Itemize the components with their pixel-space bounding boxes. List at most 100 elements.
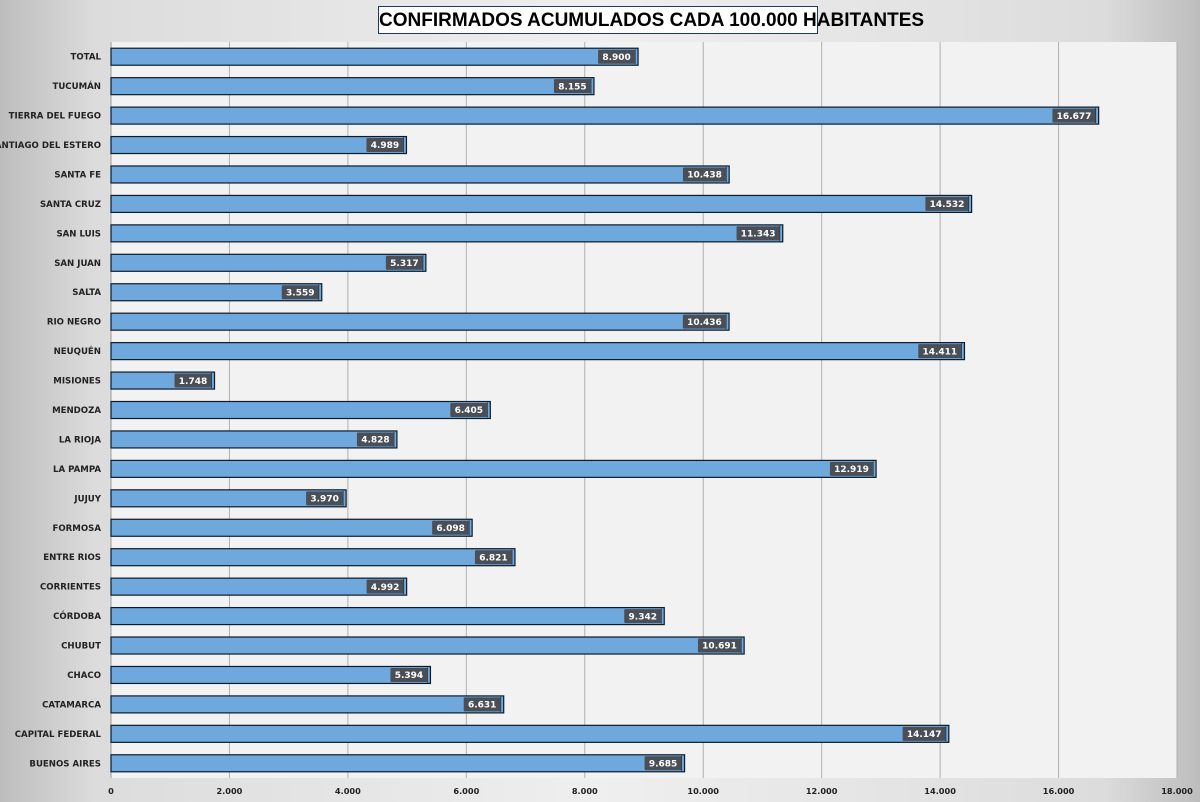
x-tick-label: 12.000: [806, 786, 838, 796]
bar: [110, 165, 730, 184]
category-label: CATAMARCA: [42, 700, 101, 710]
category-label: CÓRDOBA: [53, 610, 101, 622]
value-label: 5.317: [390, 259, 418, 269]
bar: [110, 224, 784, 243]
category-label: LA PAMPA: [53, 465, 101, 475]
bar: [110, 106, 1100, 125]
bar: [110, 489, 347, 508]
value-label-box: [1052, 108, 1096, 123]
x-tick-label: 4.000: [335, 786, 361, 796]
value-label-box: [281, 285, 319, 300]
category-label: RIO NEGRO: [47, 318, 101, 328]
category-label: CHACO: [67, 671, 101, 681]
value-label: 4.989: [371, 141, 399, 151]
value-label: 6.631: [468, 701, 496, 711]
category-label: SANTA CRUZ: [40, 200, 101, 210]
value-label: 6.405: [455, 406, 483, 416]
value-label-box: [598, 49, 636, 64]
category-label: MISIONES: [53, 377, 101, 387]
category-label: LA RIOJA: [59, 435, 101, 445]
value-label: 14.411: [922, 347, 957, 357]
category-label: SALTA: [72, 288, 101, 298]
category-label: SAN JUAN: [54, 259, 101, 269]
value-label-box: [390, 667, 428, 682]
x-tick-label: 6.000: [453, 786, 479, 796]
category-label: MENDOZA: [52, 406, 101, 416]
category-label: NEUQUÉN: [54, 345, 101, 357]
bar: [110, 459, 877, 478]
chart-title: CONFIRMADOS ACUMULADOS CADA 100.000 HABI…: [378, 6, 924, 34]
bar: [110, 724, 950, 743]
value-label-box: [644, 756, 682, 771]
category-label: BUENOS AIRES: [29, 759, 101, 769]
value-label-box: [356, 432, 394, 447]
bar: [110, 253, 427, 272]
value-label-box: [450, 403, 488, 417]
bar: [110, 577, 408, 596]
category-label: JUJUY: [73, 494, 101, 504]
bar: [110, 283, 323, 302]
bar: [110, 77, 595, 96]
value-label: 8.155: [558, 82, 586, 92]
x-tick-label: 10.000: [687, 786, 719, 796]
value-label: 3.559: [286, 288, 314, 298]
category-label: FORMOSA: [53, 524, 102, 534]
bar: [110, 47, 639, 66]
value-label-box: [174, 373, 212, 388]
value-label: 9.342: [629, 612, 657, 622]
bar: [110, 135, 408, 155]
bar: [110, 430, 398, 449]
bar: [110, 695, 505, 714]
category-label: SANTA FE: [54, 170, 101, 180]
value-label-box: [553, 79, 591, 94]
bar: [110, 636, 745, 655]
value-label-box: [624, 609, 662, 624]
value-label-box: [902, 726, 946, 741]
value-label: 4.828: [361, 436, 389, 446]
bar: [110, 518, 473, 537]
category-label: CORRIENTES: [40, 583, 101, 593]
value-label: 14.147: [907, 730, 942, 740]
bar: [110, 400, 491, 420]
x-tick-label: 0: [108, 786, 114, 796]
value-label-box: [432, 520, 470, 535]
value-label: 5.394: [395, 671, 423, 681]
x-tick-label: 16.000: [1043, 786, 1075, 796]
bar: [110, 665, 432, 685]
x-tick-label: 8.000: [572, 786, 598, 796]
value-label-box: [829, 461, 874, 476]
category-label: CHUBUT: [61, 642, 101, 652]
category-label: SANTIAGO DEL ESTERO: [0, 141, 101, 151]
category-label: SAN LUIS: [56, 229, 101, 239]
category-label: TIERRA DEL FUEGO: [9, 112, 101, 122]
value-label-box: [697, 638, 742, 653]
category-label: TUCUMÁN: [52, 80, 101, 92]
value-label-box: [463, 697, 501, 712]
value-label: 1.748: [179, 377, 207, 387]
value-label: 6.821: [479, 553, 507, 563]
bar: [110, 194, 973, 214]
value-label: 6.098: [436, 524, 464, 534]
value-label: 3.970: [310, 495, 338, 505]
value-label-box: [366, 579, 404, 594]
value-label-box: [918, 344, 962, 359]
value-label-box: [925, 196, 969, 211]
category-label: TOTAL: [71, 53, 102, 63]
value-label: 10.436: [687, 318, 722, 328]
bar: [110, 548, 516, 567]
value-label-box: [366, 138, 404, 153]
bar: [110, 754, 686, 773]
bar: [110, 606, 665, 626]
bar: [110, 342, 966, 361]
value-label-box: [682, 314, 727, 329]
value-label-box: [385, 255, 423, 270]
category-label: ENTRE RIOS: [43, 553, 101, 563]
value-label: 4.992: [371, 583, 399, 593]
value-label-box: [306, 491, 344, 506]
category-label: CAPITAL FEDERAL: [15, 730, 102, 740]
value-label-box: [736, 226, 780, 241]
value-label: 14.532: [930, 200, 965, 210]
x-tick-label: 2.000: [216, 786, 242, 796]
